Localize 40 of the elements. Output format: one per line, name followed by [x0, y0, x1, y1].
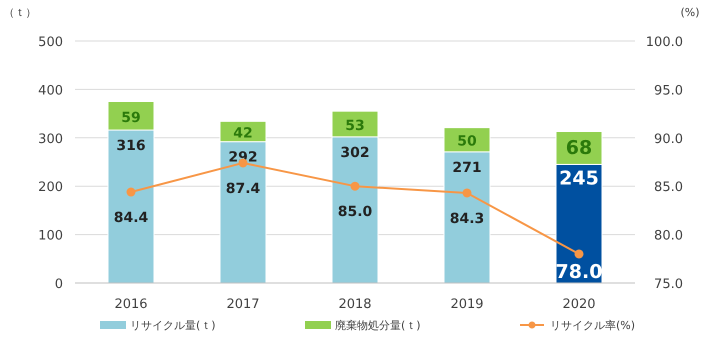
data-label: 42: [233, 126, 253, 142]
x-tick-label: 2018: [338, 297, 372, 312]
y-tick-label: 0: [54, 277, 63, 292]
data-label: 50: [457, 134, 477, 150]
y-tick-label: 200: [38, 180, 63, 196]
y-axis-title: （ｔ）: [4, 6, 36, 19]
data-label: 302: [340, 144, 370, 161]
data-label: 78.0: [556, 260, 602, 283]
data-label: 245: [559, 167, 599, 190]
x-tick-label: 2016: [114, 297, 148, 312]
data-label: 68: [566, 136, 592, 159]
legend-label: リサイクル率(%): [550, 319, 636, 332]
y-tick-label: 400: [38, 83, 63, 98]
y2-tick-label: 85.0: [654, 180, 683, 196]
data-label: 271: [452, 160, 482, 176]
y2-tick-label: 95.0: [654, 83, 683, 98]
x-tick-label: 2020: [562, 297, 596, 312]
data-label: 84.3: [450, 210, 484, 227]
point: [574, 249, 584, 258]
data-label: 316: [116, 138, 146, 154]
y-tick-label: 100: [38, 228, 63, 244]
y2-tick-label: 90.0: [654, 132, 683, 147]
y2-tick-label: 100.0: [646, 35, 683, 50]
point: [126, 188, 136, 197]
legend-label: リサイクル量(ｔ): [130, 319, 216, 332]
legend-label: 廃棄物処分量(ｔ): [335, 319, 421, 332]
point: [350, 182, 360, 191]
y2-tick-label: 75.0: [654, 277, 683, 292]
data-label: 59: [121, 110, 141, 126]
data-label: 84.4: [114, 210, 149, 226]
y-tick-label: 500: [38, 35, 63, 50]
y2-tick-label: 80.0: [654, 228, 683, 244]
data-label: 87.4: [226, 180, 261, 197]
y2-axis-title: (%): [680, 6, 700, 19]
y-tick-label: 300: [38, 132, 63, 147]
point: [462, 188, 472, 198]
x-tick-label: 2019: [450, 297, 484, 312]
data-label: 53: [345, 118, 365, 134]
data-label: 85.0: [338, 204, 373, 220]
x-tick-label: 2017: [226, 297, 260, 312]
